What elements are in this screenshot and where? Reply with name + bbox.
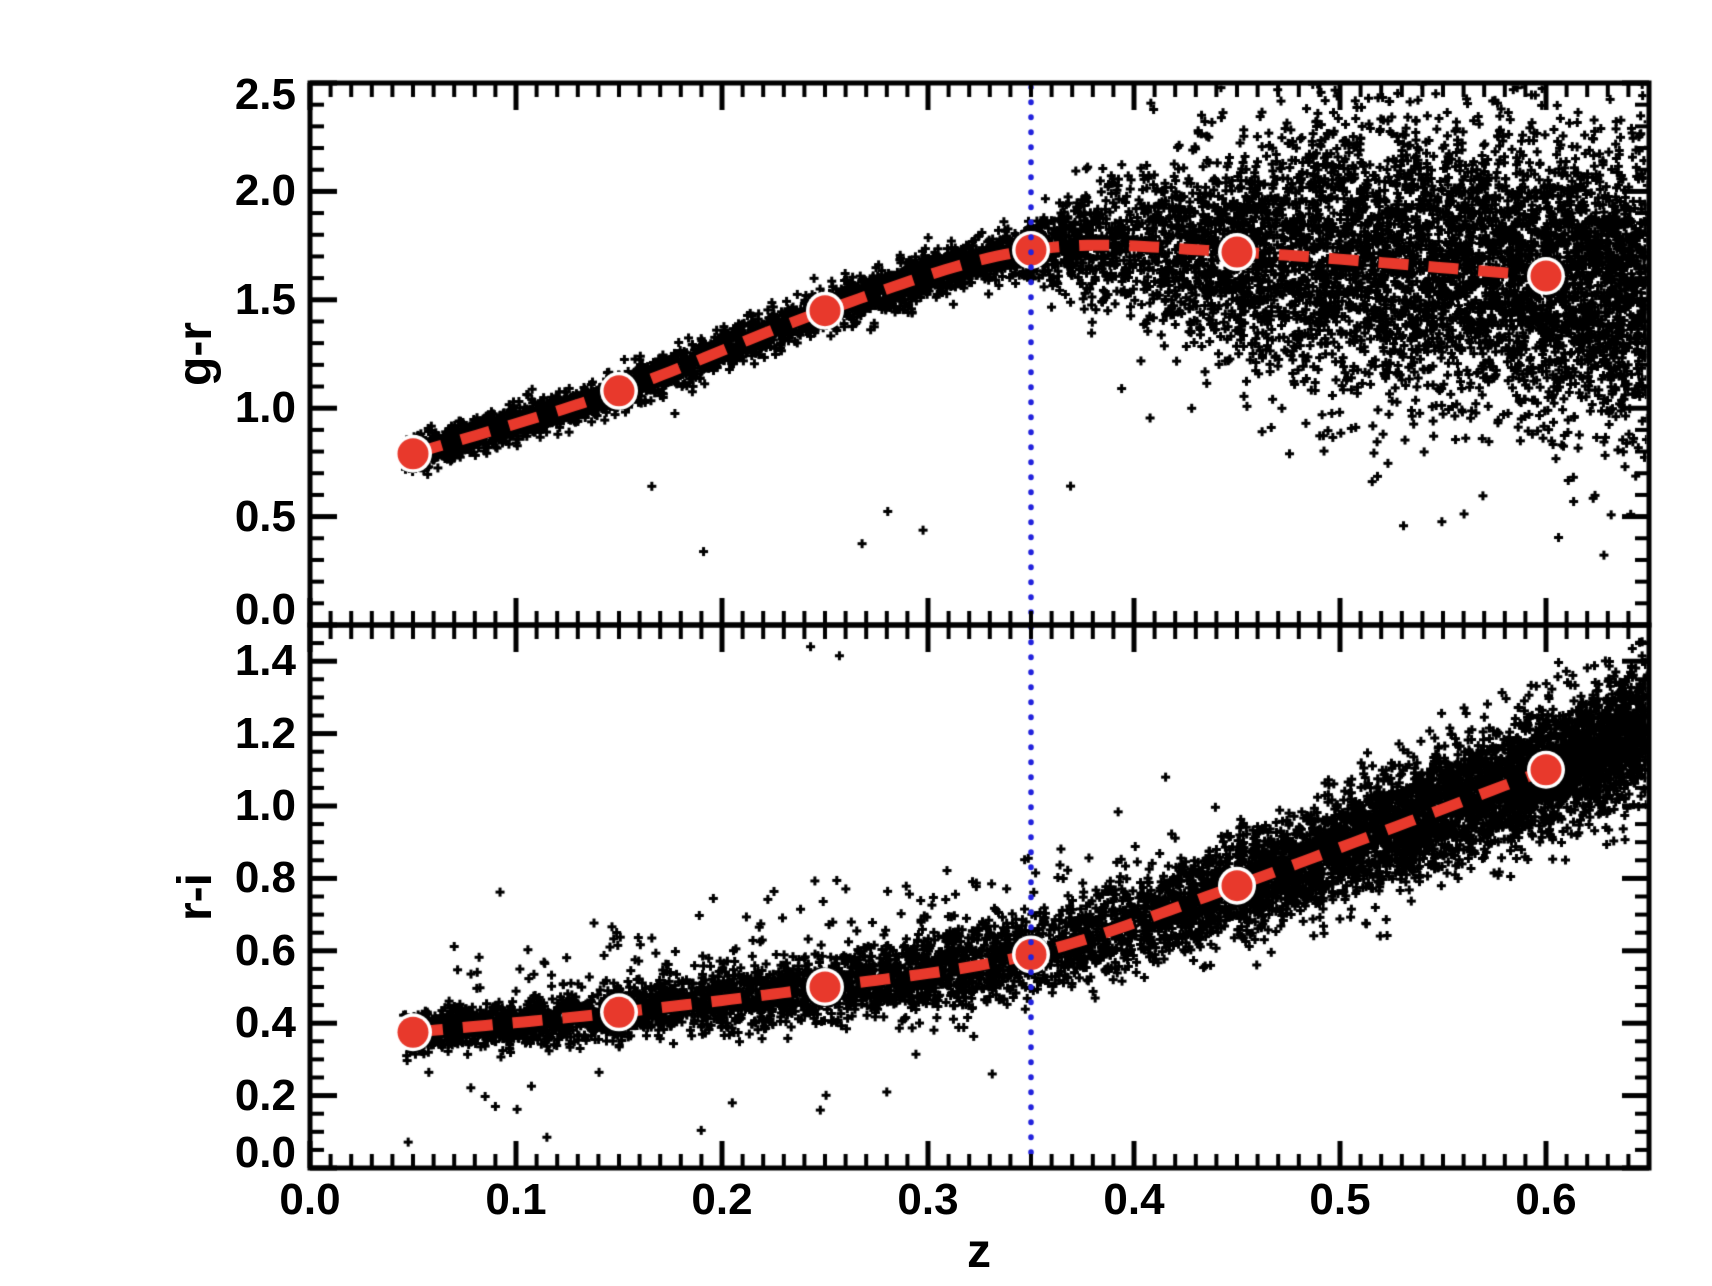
y-tick-label: 2.0 — [234, 166, 296, 216]
x-axis-title: z — [967, 1225, 991, 1278]
x-tick-label: 0.2 — [691, 1175, 753, 1224]
y-tick-label: 1.0 — [234, 383, 296, 433]
y-tick-label: 0.6 — [234, 925, 296, 975]
y-tick-label: 2.5 — [234, 70, 296, 119]
x-tick-label: 0.3 — [897, 1175, 959, 1224]
y-tick-label: 0.4 — [234, 998, 296, 1048]
y-tick-label: 0.0 — [234, 585, 296, 634]
y-tick-label: 0.5 — [234, 491, 296, 541]
y-tick-label: 1.0 — [234, 781, 296, 830]
x-tick-label: 0.4 — [1103, 1175, 1165, 1224]
y-tick-label: 0.2 — [234, 1070, 296, 1120]
y-tick-label: 1.4 — [234, 636, 296, 686]
y-tick-label: 0.8 — [234, 853, 296, 903]
y-tick-label: 1.5 — [234, 274, 296, 324]
y-tick-label: 1.2 — [234, 708, 296, 758]
x-tick-label: 0.5 — [1309, 1175, 1371, 1224]
x-tick-label: 0.1 — [485, 1175, 547, 1224]
y-axis-title-bottom: r-i — [169, 873, 222, 921]
x-tick-label: 0.6 — [1515, 1175, 1577, 1224]
y-tick-label: 0.0 — [234, 1128, 296, 1177]
y-axis-title-top: g-r — [169, 322, 222, 386]
x-tick-label: 0.0 — [279, 1175, 341, 1224]
